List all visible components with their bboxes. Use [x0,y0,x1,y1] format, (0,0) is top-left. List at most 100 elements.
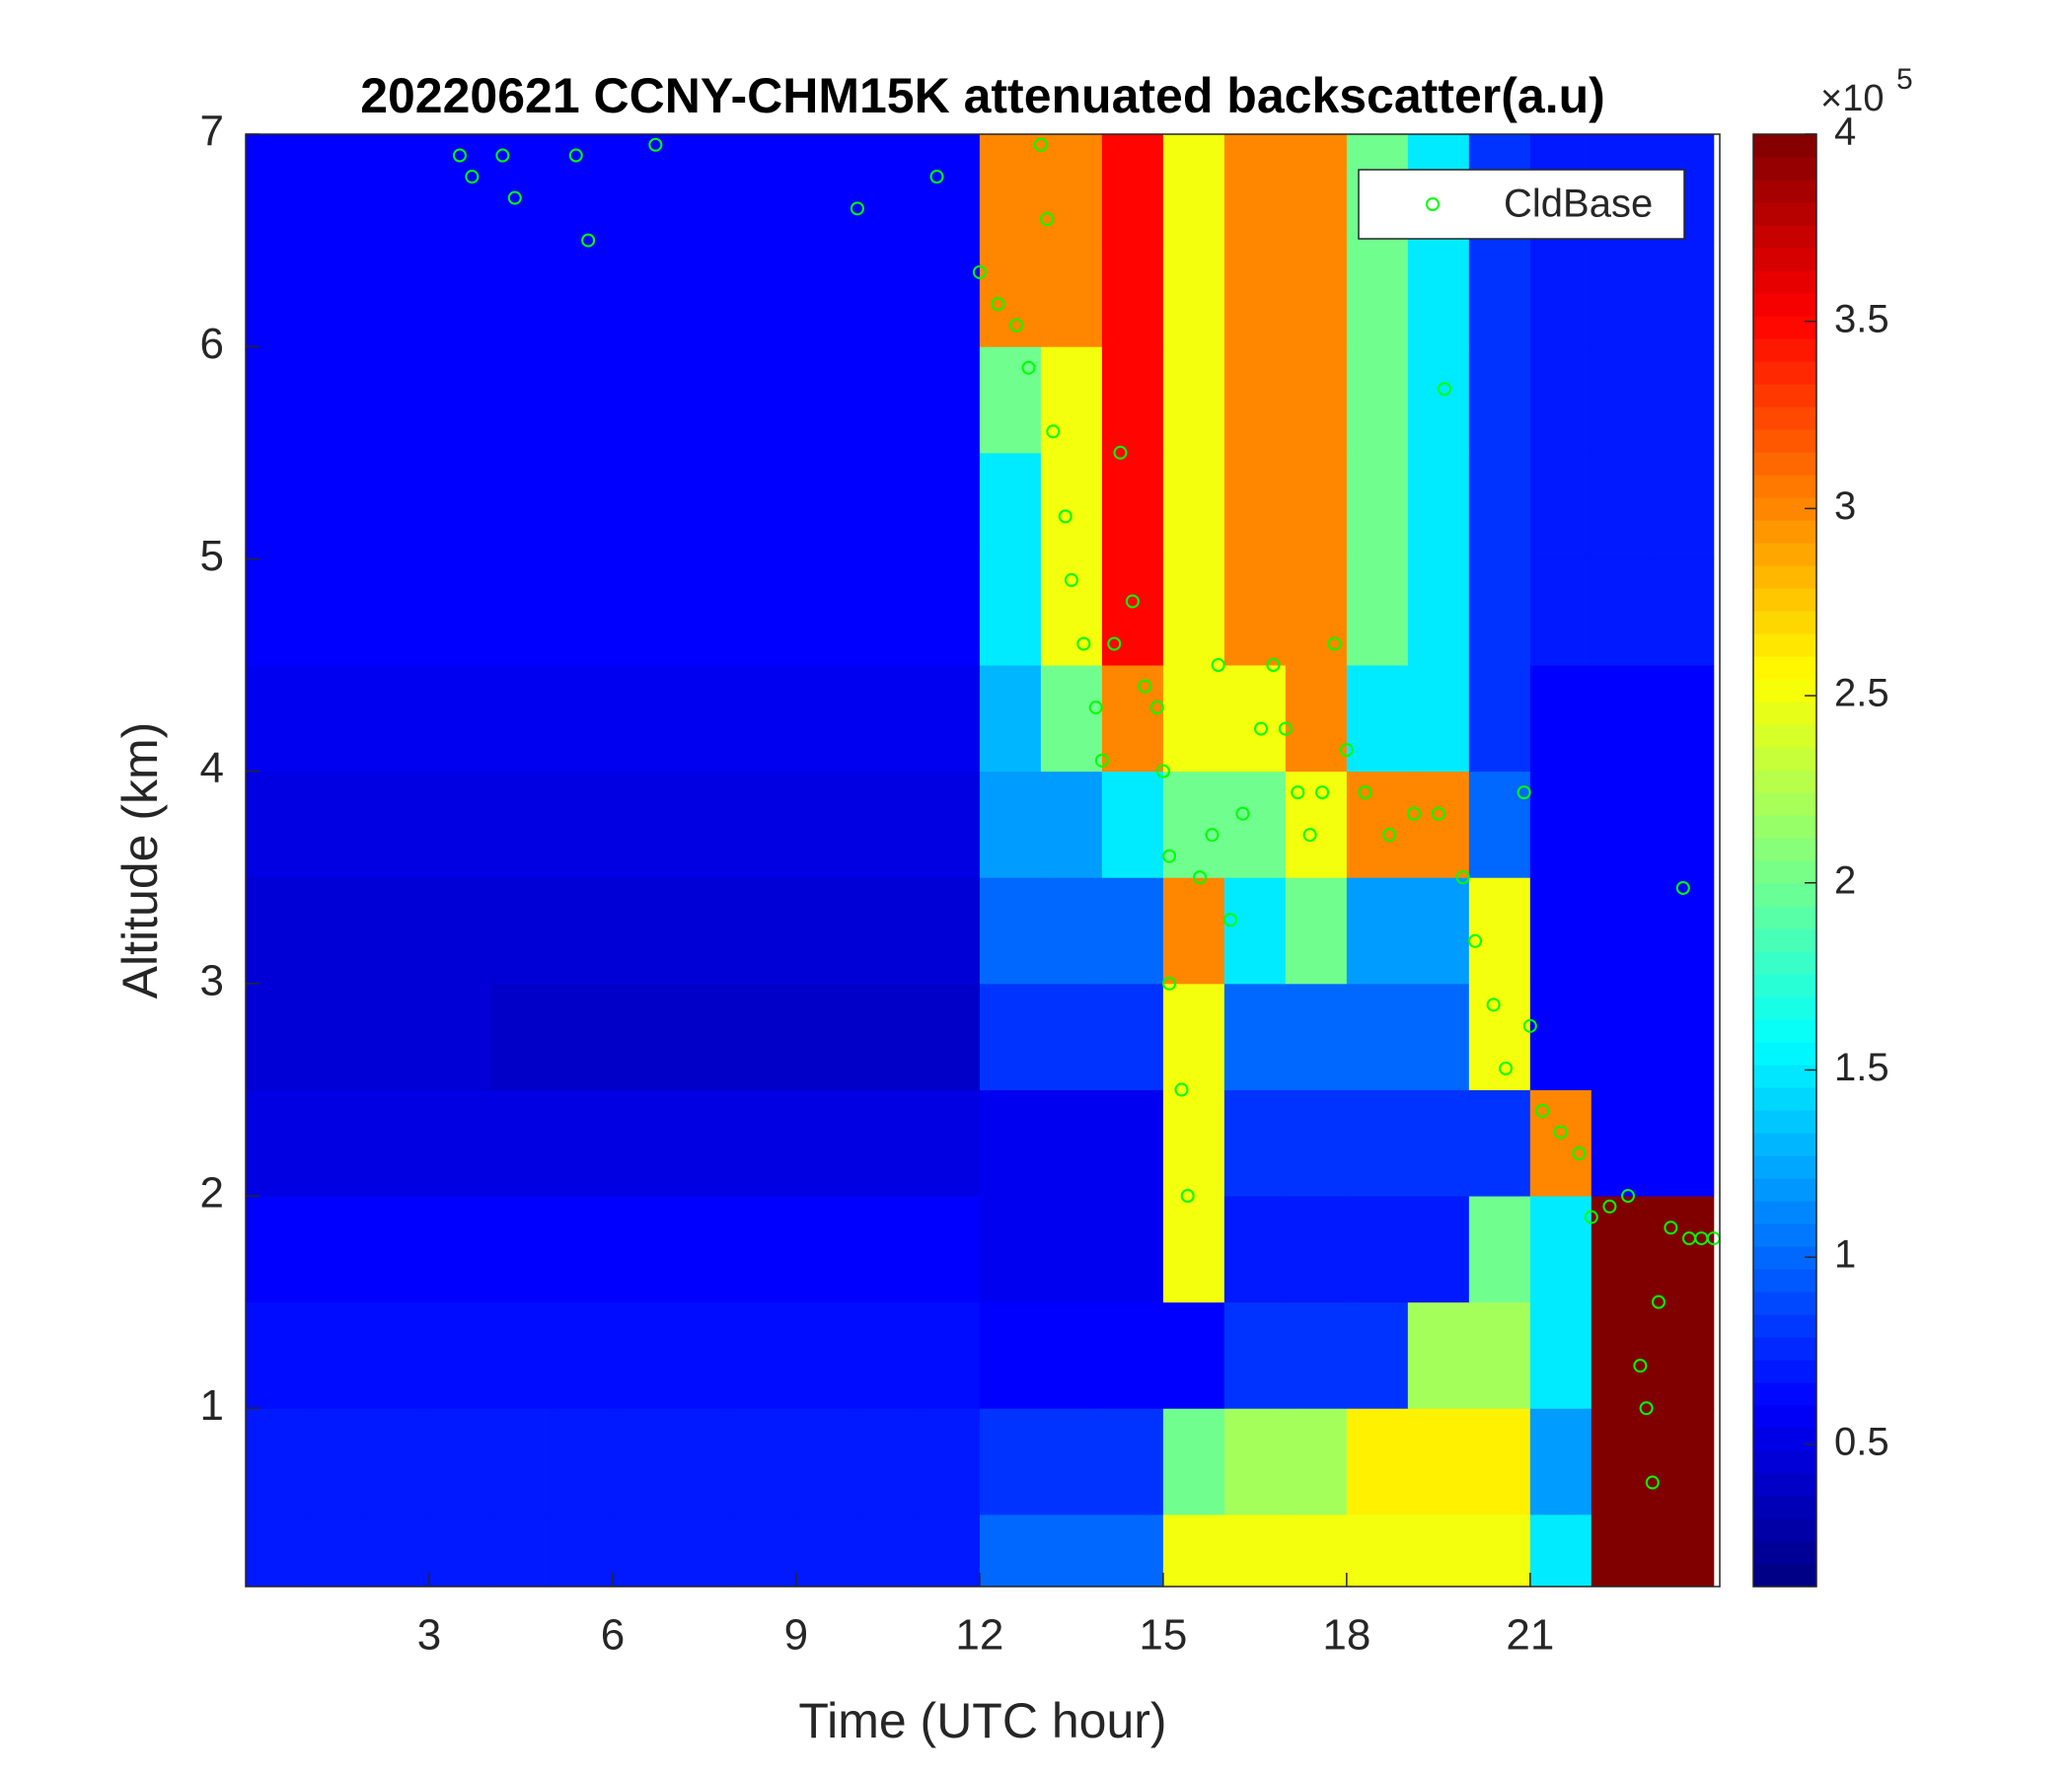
heat-cell [734,665,797,773]
heat-cell [1223,1196,1287,1303]
cloud-base-point [1266,658,1281,673]
colorbar-step [1753,565,1816,589]
heat-cell [1652,877,1715,985]
colorbar-step [1753,770,1816,793]
heat-cell [1285,452,1348,559]
colorbar-step [1753,588,1816,612]
heat-cell [918,665,981,773]
heat-cell [306,452,369,559]
heat-cell [367,983,430,1090]
heat-cell [612,1196,675,1303]
heat-cell [551,771,614,878]
cloud-base-point [1064,572,1078,587]
cloud-base-point [1431,806,1445,821]
heat-cell [306,1089,369,1197]
colorbar-step [1753,248,1816,271]
heat-cell [1101,558,1164,666]
heat-cell [1346,1514,1409,1588]
heat-cell [673,1196,736,1303]
heat-cell [1468,1514,1531,1588]
cloud-base-point [1327,636,1342,651]
heat-cell [1223,1301,1287,1409]
cloud-base-point [1572,1146,1587,1160]
heat-cell [673,1089,736,1197]
heat-cell [734,134,797,242]
heat-cell [1407,452,1470,559]
y-tick-label: 1 [200,1381,224,1430]
colorbar-step [1753,1201,1816,1224]
heat-cell [1407,877,1470,985]
x-tick-label: 21 [1506,1611,1554,1660]
cloud-base-point [1162,976,1177,991]
heat-cell [795,1514,858,1588]
heat-cell [1162,1196,1225,1303]
heat-cell [489,452,553,559]
colorbar-step [1753,497,1816,521]
heat-cell [1591,346,1654,454]
heat-cell [1162,452,1225,559]
y-tick-label: 2 [200,1169,224,1218]
colorbar-tick-label: 4 [1834,111,1856,154]
colorbar-step [1753,475,1816,498]
cloud-base-point [1174,1082,1189,1097]
heat-cell [1223,346,1287,454]
x-tick-label: 18 [1322,1611,1370,1660]
colorbar-step [1753,1382,1816,1406]
colorbar-tick-label: 3.5 [1834,297,1889,340]
colorbar-step [1753,656,1816,680]
heat-cell [428,1196,491,1303]
colorbar-step [1753,611,1816,634]
heat-cell [551,983,614,1090]
heat-cell [734,452,797,559]
heat-cell [367,346,430,454]
heat-cell [612,558,675,666]
heat-cell [1040,665,1103,773]
heat-cell [1529,240,1592,347]
heat-cell [1652,983,1715,1090]
heat-cell [856,1408,920,1516]
cloud-base-point [1046,424,1061,439]
colorbar-tick-label: 3 [1834,484,1856,528]
heat-cell [1162,134,1225,242]
heat-cell [1346,452,1409,559]
heat-cell [918,1301,981,1409]
heat-cell [612,1301,675,1409]
heat-cell [1346,983,1409,1090]
colorbar-exponent: 5 [1896,63,1913,96]
heat-cell [1346,346,1409,454]
heat-cell [367,134,430,242]
heat-cell [489,771,553,878]
y-tick-label: 5 [200,532,224,580]
cloud-base-point [1162,849,1177,863]
heat-cell [1162,877,1225,985]
heat-cell [734,240,797,347]
colorbar-step [1753,1518,1816,1542]
cloud-base-point [1254,721,1269,736]
heat-cell [1101,452,1164,559]
heat-cell [1652,1408,1715,1516]
heat-cell [1529,1089,1592,1197]
heat-cell [551,452,614,559]
heat-cell [856,240,920,347]
colorbar-step [1753,974,1816,998]
heat-cell [1285,1196,1348,1303]
heat-cell [1468,983,1531,1090]
heat-cell [673,665,736,773]
colorbar-step [1753,1496,1816,1519]
heat-cell [1468,1089,1531,1197]
heat-cell [979,983,1042,1090]
y-tick-label: 4 [200,744,224,792]
heat-cell [551,346,614,454]
cloud-base-point [1645,1475,1660,1490]
heat-cell [246,771,308,878]
heat-cell [1162,1301,1225,1409]
colorbar-tick-label: 0.5 [1834,1420,1889,1463]
heat-cell [489,558,553,666]
heat-cell [612,983,675,1090]
heat-cell [367,877,430,985]
cloud-base-point [1302,828,1317,843]
heat-cell [1285,1514,1348,1588]
heat-cell [1652,1514,1715,1588]
cloud-base-point [1058,509,1073,524]
